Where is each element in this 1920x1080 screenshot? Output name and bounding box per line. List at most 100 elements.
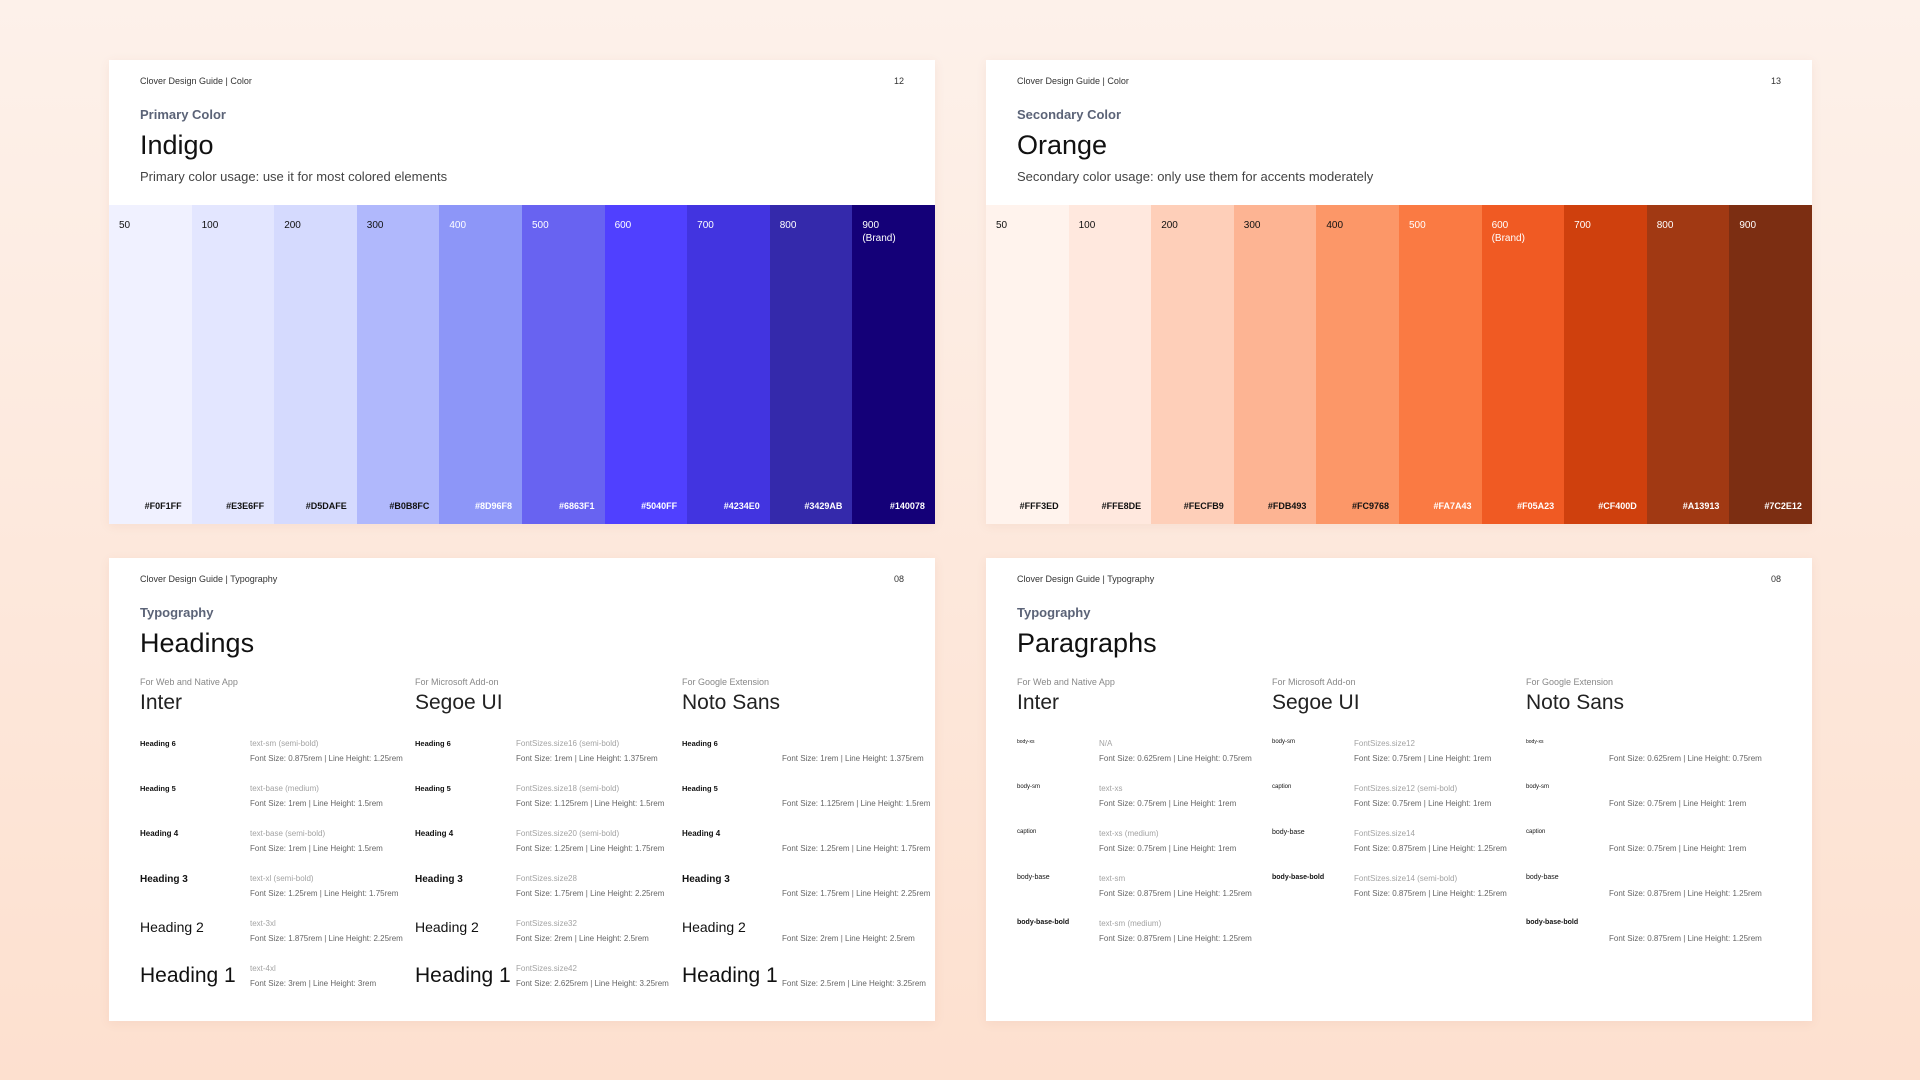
color-swatch: 500 #6863F1 — [521, 205, 605, 524]
section-eyebrow: Primary Color — [140, 107, 226, 122]
style-spec: FontSizes.size14 (semi-bold) Font Size: 0… — [1354, 874, 1507, 898]
style-name: body-base — [1017, 874, 1050, 881]
style-token: FontSizes.size12 (semi-bold) — [1354, 784, 1458, 793]
section-eyebrow: Secondary Color — [1017, 107, 1122, 122]
style-name: Heading 5 — [415, 784, 451, 793]
style-spec: FontSizes.size18 (semi-bold) Font Size: 1… — [516, 784, 664, 808]
swatch-step: 50 — [996, 219, 1007, 232]
swatch-step-label: 300 — [1243, 220, 1261, 231]
swatch-step-label: 700 — [1574, 220, 1591, 231]
style-name: body-sm — [1526, 784, 1550, 790]
page-number: 12 — [893, 76, 904, 86]
style-spec: Font Size: 1.25rem | Line Height: 1.75re… — [782, 829, 930, 853]
font-family-name: Noto Sans — [1526, 691, 1625, 714]
swatch-hex: #A13913 — [1682, 501, 1720, 511]
swatch-step: 900 (Brand) — [862, 219, 895, 245]
style-size: Font Size: 0.875rem | Line Height: 1.25r… — [250, 754, 403, 763]
style-token — [782, 829, 930, 840]
style-token: text-sm — [1099, 874, 1126, 883]
swatch-step: 800 — [780, 219, 797, 232]
style-size: Font Size: 1.75rem | Line Height: 2.25re… — [516, 889, 665, 898]
swatch-step: 600 (Brand) — [1492, 219, 1525, 245]
swatch-step-label: 500 — [1408, 220, 1426, 231]
style-spec: text-4xl Font Size: 3rem | Line Height: 3… — [250, 964, 376, 988]
style-size: Font Size: 0.75rem | Line Height: 1rem — [1609, 844, 1747, 853]
swatch-hex: #B0B8FC — [389, 501, 430, 511]
swatch-hex: #FFE8DE — [1101, 501, 1142, 511]
style-name: Heading 6 — [415, 739, 451, 748]
style-spec: text-base (semi-bold) Font Size: 1rem | L… — [250, 829, 383, 853]
swatch-step: 50 — [119, 219, 130, 232]
style-spec: Font Size: 0.875rem | Line Height: 1.25r… — [1609, 874, 1762, 898]
swatch-step: 100 — [1079, 219, 1096, 232]
typography-card-headings: Clover Design Guide | Typography 08 Typo… — [109, 558, 935, 1021]
swatch-hex: #F0F1FF — [144, 501, 182, 511]
swatch-step-label: 50 — [996, 220, 1008, 231]
style-token: FontSizes.size42 — [516, 964, 577, 973]
style-size: Font Size: 2.5rem | Line Height: 3.25rem — [782, 979, 926, 988]
card-title: Headings — [140, 628, 255, 658]
style-spec: FontSizes.size14 Font Size: 0.875rem | Li… — [1354, 829, 1507, 853]
style-size: Font Size: 2.625rem | Line Height: 3.25r… — [516, 979, 669, 988]
style-size: Font Size: 0.875rem | Line Height: 1.25r… — [1354, 844, 1507, 853]
style-spec: text-xs Font Size: 0.75rem | Line Height:… — [1099, 784, 1236, 808]
color-swatch: 300 #B0B8FC — [356, 205, 440, 524]
swatch-step: 800 — [1657, 219, 1674, 232]
font-family-name: Inter — [1017, 691, 1060, 714]
style-token — [782, 784, 930, 795]
swatch-step: 700 — [1574, 219, 1591, 232]
style-spec: text-sm Font Size: 0.875rem | Line Height… — [1099, 874, 1252, 898]
swatch-step: 400 — [1326, 219, 1343, 232]
card-title: Paragraphs — [1017, 628, 1157, 658]
color-swatch: 600 #5040FF — [604, 205, 688, 524]
swatch-hex: #4234E0 — [723, 501, 760, 511]
swatch-hex: #5040FF — [641, 501, 678, 511]
style-name: body-base-bold — [1526, 919, 1579, 926]
style-name: Heading 3 — [140, 874, 188, 885]
style-size: Font Size: 2rem | Line Height: 2.5rem — [516, 934, 649, 943]
style-name: body-base — [1272, 829, 1305, 836]
swatch-step: 300 — [1244, 219, 1261, 232]
swatch-step-label: 400 — [1326, 220, 1344, 231]
swatch-hex: #F05A23 — [1517, 501, 1555, 511]
style-name: body-base — [1526, 874, 1559, 881]
style-spec: text-3xl Font Size: 1.875rem | Line Heigh… — [250, 919, 403, 943]
style-token: FontSizes.size18 (semi-bold) — [516, 784, 620, 793]
swatch-note: (Brand) — [1491, 233, 1525, 244]
style-spec: Font Size: 0.625rem | Line Height: 0.75r… — [1609, 739, 1762, 763]
style-name: Heading 5 — [682, 784, 718, 793]
swatch-step-label: 600 — [614, 220, 632, 231]
style-token: FontSizes.size14 — [1354, 829, 1415, 838]
swatch-step-label: 800 — [1656, 220, 1674, 231]
style-name: Heading 2 — [140, 919, 204, 935]
style-size: Font Size: 1rem | Line Height: 1.5rem — [250, 844, 383, 853]
style-size: Font Size: 0.875rem | Line Height: 1.25r… — [1354, 889, 1507, 898]
style-token: text-sm (semi-bold) — [250, 739, 319, 748]
swatch-step: 200 — [1161, 219, 1178, 232]
style-size: Font Size: 0.75rem | Line Height: 1rem — [1099, 844, 1237, 853]
color-swatch: 900 #7C2E12 — [1729, 205, 1812, 524]
style-size: Font Size: 0.875rem | Line Height: 1.25r… — [1099, 889, 1252, 898]
style-spec: text-sm (medium) Font Size: 0.875rem | Li… — [1099, 919, 1252, 943]
style-name: body-sm — [1272, 739, 1296, 745]
swatch-step: 600 — [615, 219, 632, 232]
swatch-step-label: 400 — [449, 220, 467, 231]
style-size: Font Size: 0.625rem | Line Height: 0.75r… — [1099, 754, 1252, 763]
style-size: Font Size: 1.125rem | Line Height: 1.5re… — [516, 799, 665, 808]
swatch-step-label: 900 — [862, 220, 880, 231]
platform-label: For Microsoft Add-on — [415, 677, 499, 687]
typography-card-paragraphs: Clover Design Guide | Typography 08 Typo… — [986, 558, 1812, 1021]
style-size: Font Size: 1.25rem | Line Height: 1.75re… — [782, 844, 931, 853]
style-token: FontSizes.size14 (semi-bold) — [1354, 874, 1458, 883]
card-title: Orange — [1017, 130, 1108, 160]
swatch-hex: #D5DAFE — [305, 501, 347, 511]
swatch-step-label: 200 — [284, 220, 301, 231]
style-token — [782, 739, 924, 750]
style-spec: FontSizes.size32 Font Size: 2rem | Line H… — [516, 919, 649, 943]
color-swatch: 200 #FECFB9 — [1151, 205, 1234, 524]
style-spec: text-base (medium) Font Size: 1rem | Line… — [250, 784, 383, 808]
style-token: text-sm (medium) — [1099, 919, 1162, 928]
swatch-step-label: 100 — [1078, 220, 1096, 231]
style-name: body-xs — [1017, 739, 1035, 745]
platform-label: For Google Extension — [1526, 677, 1614, 687]
